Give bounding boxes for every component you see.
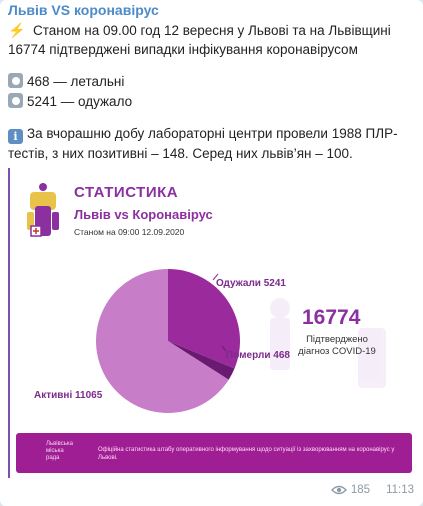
deaths-line: 468 — летальні (8, 72, 413, 92)
infographic-graphics (27, 183, 386, 467)
record-button-icon (8, 93, 23, 108)
lightning-icon: ⚡ (8, 22, 26, 38)
channel-title[interactable]: Львів VS коронавірус (8, 2, 159, 18)
paragraph-line-2: тестів, з них позитивні – 148. Серед них… (8, 146, 353, 161)
media-accent-bar (8, 168, 10, 478)
record-button-icon (8, 73, 23, 88)
city-council-name: Львівська міська рада (46, 441, 73, 461)
pie-chart (96, 269, 240, 413)
infographic-date: Станом на 09:00 12.09.2020 (74, 227, 185, 237)
lion-emblem-icon (27, 183, 59, 237)
eye-icon (330, 485, 347, 495)
message-line-1: ⚡ Станом на 09.00 год 12 вересня у Львов… (8, 22, 391, 38)
message-meta: 185 11:13 (330, 484, 414, 496)
infographic-title: СТАТИСТИКА (74, 184, 179, 201)
pie-slice-1 (168, 341, 235, 380)
footer-disclaimer: Офіційна статистика штабу оперативного і… (98, 447, 395, 461)
slice-label-recovered: Одужали 5241 (216, 278, 286, 289)
message-line-2: 16774 підтверджені випадки інфікування к… (8, 42, 358, 57)
infographic-subtitle: Львів vs Коронавірус (74, 207, 213, 222)
total-cases-caption: Підтверджено діагноз COVID-19 (298, 334, 376, 357)
paragraph-line-1: i За вчорашню добу лабораторні центри про… (8, 124, 413, 144)
views-count: 185 (350, 484, 371, 496)
infographic-footer: Львівська міська рада Офіційна статистик… (16, 433, 412, 473)
pie-slice-0 (168, 269, 240, 369)
infographic-image[interactable]: СТАТИСТИКА Львів vs Коронавірус Станом н… (8, 168, 415, 478)
info-icon: i (8, 129, 23, 144)
slice-label-deaths: Померли 468 (226, 350, 290, 361)
slice-label-active: Активні 11065 (34, 390, 103, 401)
total-cases-number: 16774 (302, 306, 361, 329)
message-time: 11:13 (386, 484, 414, 496)
pie-slice-2 (96, 269, 229, 413)
recovered-line: 5241 — одужало (8, 92, 413, 112)
